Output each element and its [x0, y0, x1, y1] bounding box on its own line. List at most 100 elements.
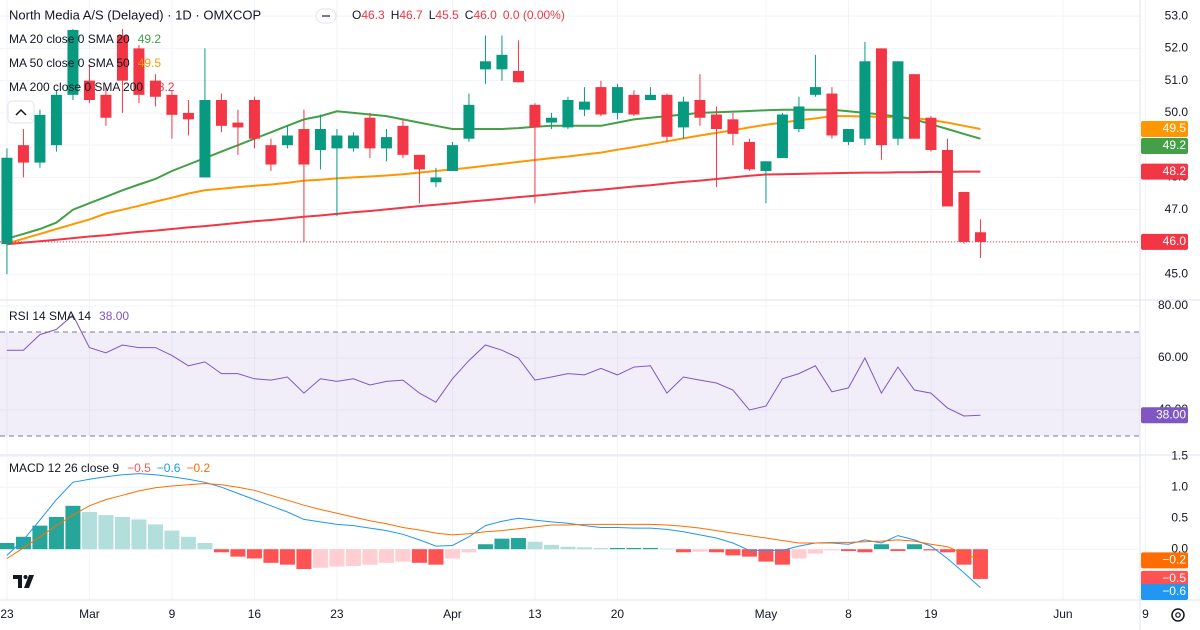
macd-histogram-bar	[246, 549, 262, 559]
x-tick-label: Jun	[1053, 607, 1072, 621]
price-tag-label: −0.6	[1162, 584, 1186, 598]
macd-histogram-bar	[362, 549, 378, 565]
macd-histogram-bar	[345, 549, 361, 566]
collapse-button[interactable]	[7, 100, 35, 124]
indicator-legend: RSI 14 SMA 14 38.00	[9, 309, 129, 323]
macd-histogram-bar	[956, 549, 972, 565]
candle-body	[644, 94, 656, 100]
macd-histogram-bar	[180, 536, 196, 550]
candle-body	[298, 129, 310, 165]
candle-body	[694, 100, 706, 118]
candle-body	[17, 145, 29, 163]
price-tag	[1141, 570, 1188, 587]
indicator-value: 48.2	[151, 80, 175, 94]
macd-histogram-bar	[576, 547, 592, 550]
rsi-band	[0, 331, 1140, 437]
indicator-legend: MA 20 close 0 SMA 20 49.2	[9, 32, 161, 46]
logo-part	[24, 575, 34, 588]
macd-histogram-bar	[923, 549, 939, 551]
candle-body	[364, 117, 376, 149]
macd-histogram-bar	[428, 549, 444, 565]
macd-histogram-bar	[774, 549, 790, 565]
macd-histogram-bar	[461, 549, 477, 553]
candle-body	[430, 177, 442, 183]
candle-body	[529, 104, 541, 128]
macd-histogram-bar	[312, 549, 328, 568]
y-tick-label: 45.0	[1165, 266, 1189, 280]
price-tag-label: 49.2	[1163, 138, 1187, 152]
indicator-value: 38.00	[99, 309, 129, 323]
candle-body	[232, 122, 244, 128]
candle-body	[133, 48, 145, 95]
macd-histogram-bar	[114, 516, 130, 550]
candle-body	[760, 161, 772, 171]
x-tick-label: 16	[248, 607, 262, 621]
macd-histogram-bar	[279, 549, 295, 565]
macd-histogram-bar	[131, 519, 147, 550]
tv-logo	[8, 568, 40, 594]
indicator-legend: MACD 12 26 close 9 −0.5 −0.6 −0.2	[9, 461, 210, 475]
macd-histogram-bar	[213, 549, 229, 553]
macd-histogram-bar	[263, 549, 279, 563]
price-tag-label: 46.0	[1163, 234, 1187, 248]
macd-line	[6, 482, 981, 561]
candle-body	[974, 232, 986, 242]
price-tag	[1141, 407, 1188, 424]
macd-histogram-bar	[642, 547, 658, 550]
labels: 23 Mar 9 16 23 Apr 13 20 May 8 19 Jun 9 45.0 46.0 47.0 4…	[0, 8, 1188, 621]
macd-histogram-bar	[857, 549, 873, 553]
x-tick-label: 20	[611, 607, 625, 621]
ohlc-value: 46.7	[399, 8, 423, 22]
candle-body	[826, 93, 838, 136]
candle-body	[958, 191, 970, 242]
indicator-value: −0.5	[127, 461, 151, 475]
candle-body	[83, 80, 95, 100]
indicator-name: RSI 14 SMA 14	[9, 309, 91, 323]
ohlc-key: C	[465, 8, 474, 22]
macd-histogram-bar	[725, 549, 741, 556]
y-tick-label: 47.0	[1165, 202, 1189, 216]
candle-body	[941, 150, 953, 207]
macd-histogram-bar	[626, 547, 642, 550]
candle-body	[397, 125, 409, 155]
macd-histogram-bar	[972, 549, 988, 579]
settings-button[interactable]	[1171, 608, 1185, 622]
ma-line	[6, 108, 981, 240]
candle-body	[413, 154, 425, 170]
macd-histogram-bar	[840, 549, 856, 552]
indicator-value: −0.6	[157, 461, 181, 475]
candle-body	[248, 100, 260, 139]
ohlc-legend: O46.3 H46.7 L45.5 C46.0 0.0 (0.00%)	[352, 8, 565, 22]
macd-histogram-bar	[81, 512, 97, 550]
macd-histogram-bar	[593, 547, 609, 550]
x-tick-label: 13	[528, 607, 542, 621]
candle-body	[331, 135, 343, 149]
logo-part	[23, 575, 28, 579]
candle-body	[875, 48, 887, 146]
macd-histogram-bar	[444, 549, 460, 559]
macd-histogram-bar	[939, 549, 955, 553]
x-tick-label: 19	[924, 607, 938, 621]
indicator-name: MA 200 close 0 SMA 200	[9, 80, 143, 94]
candle-body	[100, 94, 112, 118]
y-tick-label: 0.0	[1171, 541, 1188, 555]
candle-body	[661, 94, 673, 137]
macd-histogram-bar	[48, 516, 64, 550]
x-tick-label: 23	[330, 607, 344, 621]
candle-body	[727, 119, 739, 134]
x-tick-label: May	[755, 607, 778, 621]
candle-body	[793, 106, 805, 130]
x-tick-label: Mar	[79, 607, 100, 621]
indicator-name: MA 50 close 0 SMA 50	[9, 56, 130, 70]
candle-body	[347, 135, 359, 149]
candle-body	[1, 157, 13, 245]
price-tag-label: −0.5	[1162, 571, 1186, 585]
macd-histogram-bar	[873, 544, 889, 550]
candle-body	[743, 141, 755, 170]
candle-body	[182, 112, 194, 120]
indicator-name: MA 20 close 0 SMA 20	[9, 32, 130, 46]
macd-histogram-bar	[395, 549, 411, 562]
candle-body	[215, 100, 227, 126]
candle-body	[149, 80, 161, 97]
macd-histogram-bar	[494, 538, 510, 550]
